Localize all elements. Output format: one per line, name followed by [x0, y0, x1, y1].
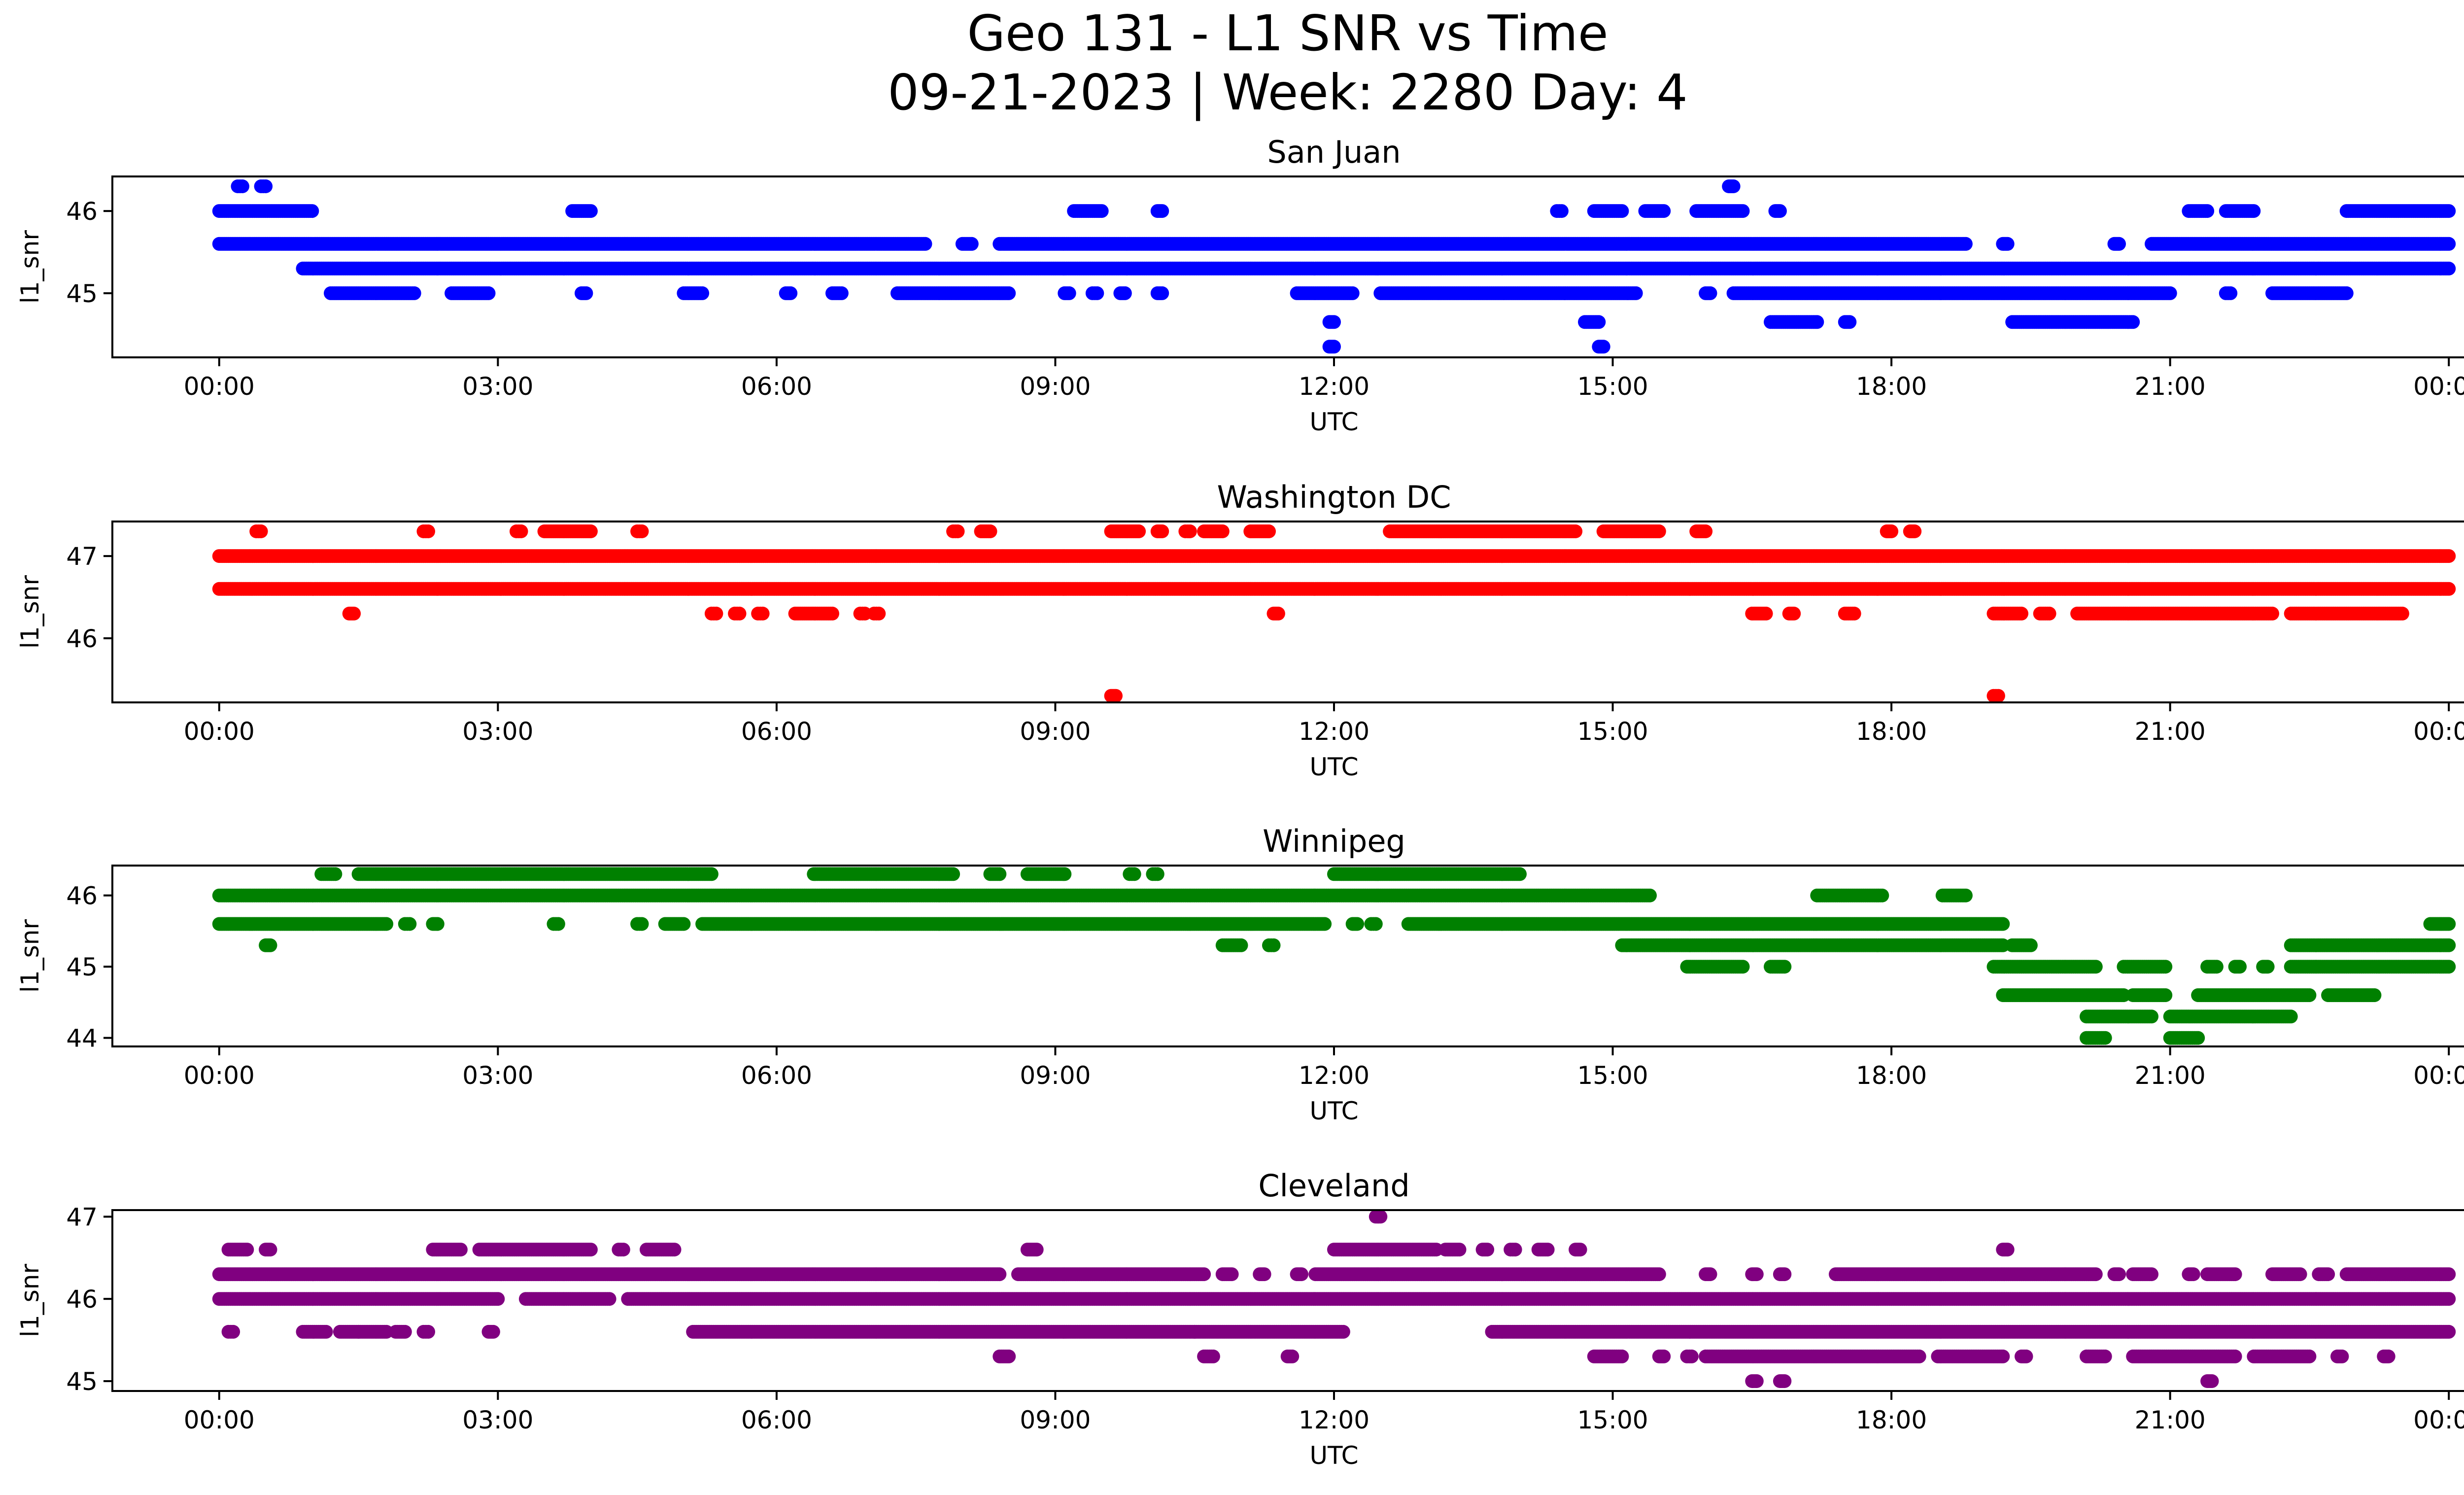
data-point [1002, 286, 1016, 300]
data-point [481, 286, 496, 300]
data-point [1657, 204, 1671, 218]
x-tick-label: 21:00 [2135, 372, 2206, 401]
data-point [579, 286, 593, 300]
data-point [2442, 204, 2456, 218]
data-point [1118, 286, 1132, 300]
x-tick-label: 18:00 [1856, 372, 1927, 401]
data-point [2163, 286, 2177, 300]
data-point [2200, 204, 2215, 218]
x-tick-label: 12:00 [1299, 372, 1369, 401]
points-washington-dc [212, 524, 2456, 702]
y-axis-label: l1_snr [16, 230, 44, 304]
panels: San Juan 00:00 03:00 06:00 09:00 12:00 15:00 18… [16, 134, 2464, 1470]
x-tick-label: 06:00 [741, 372, 812, 401]
data-point [918, 237, 932, 251]
data-point [964, 237, 979, 251]
data-point [1327, 340, 1341, 354]
data-point [1090, 286, 1104, 300]
x-tick-label: 03:00 [462, 372, 533, 401]
data-point [2126, 315, 2140, 329]
data-point [1095, 204, 1109, 218]
data-point [2339, 286, 2354, 300]
data-point [2112, 237, 2126, 251]
x-tick-label: 15:00 [1577, 372, 1648, 401]
data-point [1615, 204, 1629, 218]
panel-title-washington-dc: Washington DC [1217, 479, 1451, 515]
x-axis-label: UTC [1309, 408, 1358, 436]
figure-title-line2: 09-21-2023 | Week: 2280 Day: 4 [888, 64, 1687, 121]
data-point [259, 179, 273, 193]
data-point [1062, 286, 1076, 300]
data-point [1596, 340, 1610, 354]
data-point [1155, 204, 1169, 218]
data-point [1810, 315, 1824, 329]
data-point [1327, 315, 1341, 329]
data-point [1345, 286, 1360, 300]
data-point [1629, 286, 1643, 300]
data-point [2442, 549, 2456, 563]
x-tick-label: 09:00 [1020, 372, 1091, 401]
data-point [2000, 237, 2015, 251]
data-point [1958, 237, 1973, 251]
x-tick-label: 00:00 [2413, 372, 2464, 401]
data-point [2224, 286, 2238, 300]
points-san-juan [212, 179, 2456, 354]
figure-title-line1: Geo 131 - L1 SNR vs Time [967, 4, 1608, 62]
panel-title-san-juan: San Juan [1267, 134, 1401, 170]
data-point [2442, 237, 2456, 251]
data-point [2247, 204, 2261, 218]
data-point [1843, 315, 1857, 329]
data-point [1703, 286, 1717, 300]
data-point [407, 286, 421, 300]
data-point [583, 204, 598, 218]
data-point [1155, 286, 1169, 300]
y-tick-label: 46 [66, 197, 98, 226]
panel-san-juan: San Juan 00:00 03:00 06:00 09:00 12:00 15:00 18… [16, 134, 2464, 436]
data-point [784, 286, 798, 300]
y-tick-label: 45 [66, 279, 98, 308]
data-point [834, 286, 849, 300]
data-point [305, 204, 319, 218]
data-point [2442, 261, 2456, 276]
data-point [1773, 204, 1787, 218]
data-point [695, 286, 710, 300]
x-tick-label: 00:00 [184, 372, 255, 401]
data-point [1726, 179, 1741, 193]
data-point [1554, 204, 1569, 218]
data-point [1592, 315, 1606, 329]
data-point [235, 179, 249, 193]
data-point [1736, 204, 1750, 218]
